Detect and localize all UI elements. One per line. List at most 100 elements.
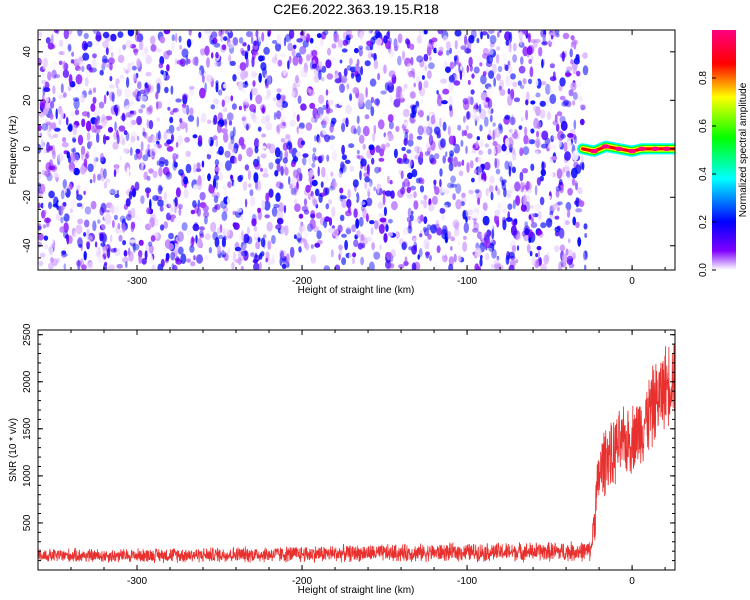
heatmap-noise-cell [242, 181, 248, 191]
heatmap-noise-cell [38, 57, 42, 66]
heatmap-noise-cell [522, 146, 530, 156]
heatmap-noise-cell [276, 88, 282, 93]
heatmap-noise-cell [192, 223, 200, 232]
heatmap-noise-cell [410, 159, 414, 166]
heatmap-noise-cell [89, 141, 93, 147]
heatmap-noise-cell [506, 193, 511, 199]
heatmap-noise-cell [205, 98, 212, 104]
heatmap-noise-cell [192, 200, 197, 208]
heatmap-noise-cell [257, 207, 262, 214]
heatmap-noise-cell [167, 243, 174, 251]
heatmap-noise-cell [42, 94, 45, 101]
heatmap-noise-cell [508, 104, 511, 114]
heatmap-noise-cell [58, 60, 63, 65]
heatmap-noise-cell [216, 150, 223, 155]
heatmap-noise-cell [241, 143, 245, 150]
heatmap-noise-cell [457, 161, 462, 167]
heatmap-noise-cell [555, 185, 562, 192]
heatmap-cells [38, 30, 675, 270]
heatmap-noise-cell [495, 53, 500, 64]
heatmap-noise-cell [239, 174, 244, 181]
heatmap-noise-cell [279, 249, 284, 260]
heatmap-noise-cell [215, 180, 219, 190]
heatmap-noise-cell [99, 69, 104, 76]
heatmap-noise-cell [550, 35, 554, 40]
heatmap-noise-cell [96, 125, 103, 130]
heatmap-noise-cell [69, 182, 73, 190]
heatmap-noise-cell [141, 161, 145, 167]
heatmap-noise-cell [359, 216, 364, 227]
heatmap-noise-cell [72, 124, 77, 136]
heatmap-noise-cell [353, 38, 360, 46]
heatmap-noise-cell [147, 254, 153, 264]
heatmap-noise-cell [100, 167, 104, 178]
heatmap-noise-cell [85, 241, 91, 248]
heatmap-noise-cell [104, 213, 112, 225]
heatmap-noise-cell [54, 127, 61, 132]
heatmap-noise-cell [253, 225, 258, 232]
heatmap-noise-cell [47, 126, 52, 138]
heatmap-noise-cell [577, 187, 583, 195]
heatmap-noise-cell [176, 126, 181, 132]
heatmap-noise-cell [360, 158, 367, 167]
heatmap-noise-cell [287, 42, 293, 51]
heatmap-noise-cell [527, 189, 532, 194]
heatmap-noise-cell [462, 69, 465, 77]
heatmap-noise-cell [127, 247, 131, 256]
heatmap-noise-cell [480, 144, 483, 152]
heatmap-noise-cell [182, 103, 188, 115]
heatmap-noise-cell [558, 227, 565, 239]
heatmap-noise-cell [159, 56, 165, 65]
heatmap-noise-cell [406, 63, 413, 70]
heatmap-noise-cell [78, 243, 83, 248]
heatmap-noise-cell [186, 258, 192, 263]
heatmap-noise-cell [207, 119, 212, 125]
heatmap-noise-cell [145, 54, 152, 65]
heatmap-noise-cell [147, 80, 153, 87]
heatmap-noise-cell [575, 180, 578, 191]
heatmap-noise-cell [370, 106, 375, 117]
heatmap-noise-cell [337, 224, 343, 233]
heatmap-noise-cell [318, 155, 323, 164]
heatmap-noise-cell [283, 37, 287, 47]
heatmap-noise-cell [345, 117, 349, 128]
heatmap-noise-cell [166, 139, 173, 145]
heatmap-noise-cell [257, 126, 262, 132]
heatmap-noise-cell [423, 126, 430, 136]
heatmap-noise-cell [463, 222, 469, 234]
heatmap-noise-cell [182, 189, 188, 201]
heatmap-noise-cell [555, 33, 560, 38]
heatmap-noise-cell [111, 92, 115, 103]
heatmap-noise-cell [494, 143, 502, 154]
heatmap-noise-cell [403, 83, 408, 89]
heatmap-noise-cell [188, 89, 195, 96]
heatmap-noise-cell [267, 31, 271, 37]
heatmap-noise-cell [48, 245, 54, 256]
heatmap-noise-cell [100, 242, 106, 247]
heatmap-noise-cell [515, 232, 522, 241]
heatmap-noise-cell [424, 251, 431, 256]
heatmap-noise-cell [240, 214, 244, 221]
heatmap-noise-cell [529, 204, 534, 209]
heatmap-noise-cell [136, 135, 140, 141]
heatmap-noise-cell [341, 233, 347, 238]
heatmap-noise-cell [140, 141, 144, 152]
heatmap-noise-cell [512, 42, 517, 52]
heatmap-noise-cell [148, 104, 153, 114]
y-tick-label: -20 [22, 190, 33, 205]
heatmap-noise-cell [246, 226, 251, 235]
heatmap-noise-cell [411, 210, 414, 215]
heatmap-noise-cell [372, 32, 376, 37]
heatmap-noise-cell [388, 49, 395, 58]
heatmap-noise-cell [541, 180, 548, 189]
heatmap-noise-cell [504, 64, 509, 72]
heatmap-noise-cell [227, 247, 231, 255]
heatmap-noise-cell [371, 157, 375, 165]
heatmap-noise-cell [199, 230, 204, 237]
heatmap-noise-cell [221, 246, 227, 255]
heatmap-noise-cell [334, 264, 341, 270]
heatmap-noise-cell [255, 241, 260, 250]
heatmap-noise-cell [221, 211, 228, 221]
heatmap-noise-cell [279, 94, 287, 100]
heatmap-noise-cell [40, 138, 45, 150]
